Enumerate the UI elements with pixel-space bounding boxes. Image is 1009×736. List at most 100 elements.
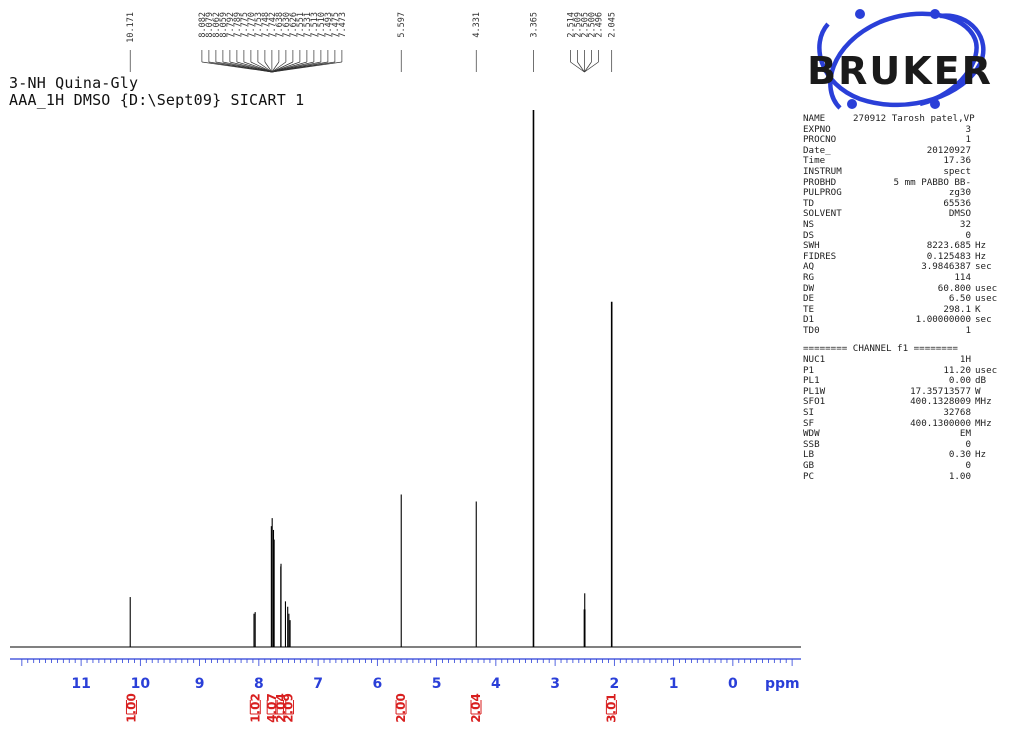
parameter-row: INSTRUM spect — [803, 165, 1005, 178]
parameter-unit: Hz — [975, 250, 987, 262]
integral-value-label: 1.02 — [248, 693, 262, 723]
peak-label: 5.597 — [397, 12, 407, 38]
channel-parameter-unit: W — [975, 385, 981, 397]
peak-label: 7.513 — [310, 12, 320, 38]
channel-parameter-row: SFO1 400.1328009 MHz — [803, 397, 1005, 408]
integral-layer: 1.00 1.02 4.072.042.09 2.00 2.04 3.01 — [124, 693, 618, 723]
parameter-name: FIDRES — [803, 250, 837, 262]
channel-parameter-unit: dB — [975, 375, 987, 387]
peak-label: 2.505 — [580, 12, 590, 38]
peak-label-leader — [584, 61, 599, 73]
integral-value-label: 1.00 — [124, 693, 138, 723]
ppm-axis: 11 10 9 8 7 6 5 4 3 2 1 0 ppm — [10, 658, 801, 692]
channel-parameter-value: 400.1300000 — [910, 417, 971, 429]
peak-label: 7.789 — [233, 12, 243, 38]
channel-parameter-name: SFO1 — [803, 396, 826, 408]
parameter-value: zg30 — [948, 187, 971, 199]
parameter-row: NS 32 — [803, 218, 1005, 231]
parameter-name: Time — [803, 155, 826, 167]
bruker-logo-text: BRUKER — [807, 49, 993, 93]
parameter-value: 1 — [965, 134, 971, 146]
peak-label: 7.475 — [331, 12, 341, 38]
peak-label-leader — [271, 61, 294, 73]
channel-parameter-name: SI — [803, 407, 815, 419]
peak-label: 8.062 — [212, 12, 222, 38]
parameter-row: FIDRES 0.125483 Hz — [803, 250, 1005, 263]
channel-parameter-name: PC — [803, 470, 815, 482]
axis-unit-label: ppm — [765, 676, 800, 692]
parameter-value: spect — [943, 165, 971, 177]
parameter-unit — [971, 156, 1005, 167]
channel-parameter-name: PL1 — [803, 375, 820, 387]
channel-parameter-name: LB — [803, 449, 815, 461]
peak-label-leader — [236, 61, 272, 73]
parameter-unit — [971, 188, 1005, 199]
parameter-name: INSTRUM — [803, 165, 842, 177]
peak-label-leader — [264, 61, 273, 73]
peak-label: 7.493 — [324, 12, 334, 38]
parameter-row: SOLVENT DMSO — [803, 209, 1005, 220]
peak-label: 7.792 — [226, 12, 236, 38]
parameter-name: TD — [803, 197, 815, 209]
parameter-name: PROBHD — [803, 176, 837, 188]
channel-header: ======== CHANNEL f1 ======== — [803, 343, 958, 355]
channel-parameter-name: P1 — [803, 364, 815, 376]
parameter-unit — [971, 135, 1005, 146]
parameter-value: 32 — [959, 218, 971, 230]
peak-label: 7.742 — [268, 12, 278, 38]
parameter-list: NAME 270912 Tarosh patel,VP EXPNO 3 PROCNO 1 D… — [803, 113, 1005, 337]
integral-value-label: 2.04 — [469, 693, 483, 723]
parameter-unit — [971, 178, 1005, 189]
parameter-unit: sec — [975, 261, 992, 273]
parameter-row: TE 298.1 K — [803, 303, 1005, 316]
channel-parameter-row: PC 1.00 — [803, 470, 1005, 483]
channel-parameter-row: P1 11.20 usec — [803, 364, 1005, 377]
channel-parameter-value: 0.00 — [948, 375, 971, 387]
parameter-name: PULPROG — [803, 187, 842, 199]
peak-label: 7.770 — [247, 12, 257, 38]
parameter-value: 1 — [965, 324, 971, 336]
axis-tick-label: 5 — [432, 676, 442, 692]
integral-bracket — [275, 700, 287, 714]
parameter-name: TE — [803, 303, 815, 315]
channel-parameter-row: GB 0 — [803, 460, 1005, 472]
parameter-unit — [971, 125, 1005, 136]
axis-tick-label: 7 — [313, 676, 323, 692]
axis-tick-label: 6 — [372, 676, 382, 692]
channel-parameter-name: GB — [803, 460, 815, 471]
peak-label: 7.748 — [261, 12, 271, 38]
channel-parameter-row: WDW EM — [803, 429, 1005, 440]
parameter-unit — [971, 199, 1005, 210]
integral-value-label: 2.00 — [394, 693, 408, 723]
axis-tick-label: 11 — [71, 676, 90, 692]
acquisition-parameters-panel: NAME 270912 Tarosh patel,VP EXPNO 3 PROCNO 1 D… — [803, 113, 1005, 483]
peak-label: 7.630 — [282, 12, 292, 38]
parameter-name: SOLVENT — [803, 208, 842, 220]
parameter-row: TD 65536 — [803, 197, 1005, 210]
parameter-value: 6.50 — [948, 293, 971, 305]
parameter-name: SWH — [803, 240, 820, 252]
parameter-value: 60.800 — [937, 282, 971, 294]
channel-parameter-value: EM — [959, 428, 971, 440]
channel-parameter-name: NUC1 — [803, 354, 826, 366]
parameter-name: NAME — [803, 113, 826, 124]
channel-parameter-unit — [971, 429, 1005, 440]
parameter-unit: sec — [975, 314, 992, 326]
channel-parameter-row: SI 32768 — [803, 407, 1005, 419]
parameter-value: 65536 — [943, 197, 971, 209]
peak-label: 8.059 — [219, 12, 229, 38]
channel-parameter-row: LB 0.30 Hz — [803, 450, 1005, 461]
channel-parameter-value: 0.30 — [948, 449, 971, 461]
axis-tick-label: 10 — [131, 676, 151, 692]
parameter-unit — [971, 326, 1005, 337]
peak-label: 7.531 — [303, 12, 313, 38]
parameter-name: D1 — [803, 314, 815, 326]
peak-label-leader — [577, 61, 585, 73]
peak-label: 3.365 — [529, 12, 539, 38]
peak-label-leader — [271, 61, 280, 73]
peak-label: 7.753 — [254, 12, 264, 38]
axis-tick-label: 4 — [491, 676, 501, 692]
peak-label: 7.638 — [275, 12, 285, 38]
parameter-unit: Hz — [975, 240, 987, 252]
peak-label: 2.045 — [608, 12, 618, 38]
